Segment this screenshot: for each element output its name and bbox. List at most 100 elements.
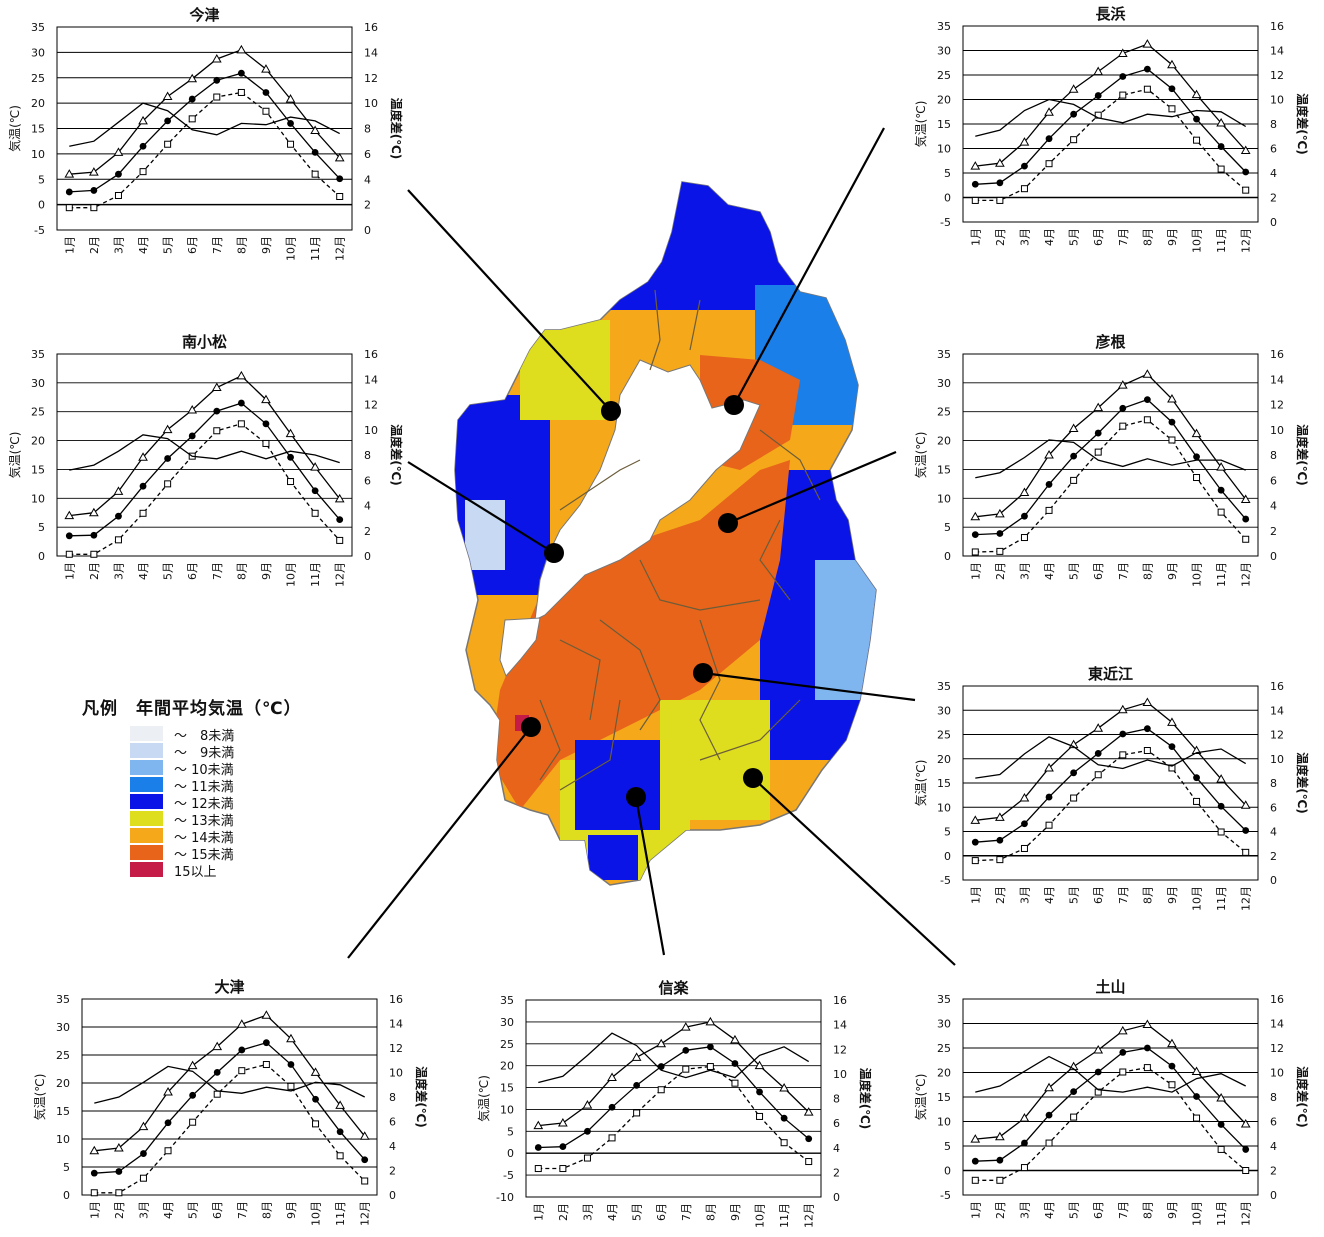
point-min [361, 1177, 369, 1185]
point-max [1044, 107, 1054, 116]
x-tick-label: 6月 [186, 236, 199, 254]
point-min [1168, 436, 1176, 444]
y-tick-label: 35 [937, 993, 951, 1006]
leader-line [727, 450, 897, 525]
x-tick-label: 12月 [334, 236, 347, 261]
y-tick-label: 5 [944, 167, 951, 180]
y-tick-label: 25 [500, 1038, 514, 1051]
point-min [139, 1174, 147, 1182]
series-line-temperature-range [538, 1032, 810, 1084]
plot-frame [962, 998, 1259, 1196]
x-tick-label: 8月 [260, 1201, 273, 1219]
point-mean [139, 142, 147, 150]
point-max [779, 1082, 789, 1092]
point-max [558, 1118, 568, 1127]
y-tick-label: 20 [937, 753, 951, 766]
point-mean [90, 1169, 98, 1177]
y-tick-label: 20 [56, 1077, 70, 1090]
y-tick-label: 20 [937, 1067, 951, 1080]
point-mean [140, 1150, 147, 1157]
point-mean [1094, 92, 1102, 99]
point-min [756, 1112, 764, 1120]
series-line-temperature-range [94, 1065, 365, 1104]
point-max [236, 44, 247, 54]
point-min [1193, 797, 1201, 805]
point-mean [336, 1128, 344, 1136]
y-tick-label: 25 [56, 1049, 70, 1062]
y2-tick-label: 14 [1270, 704, 1284, 717]
chart-title: 南小松 [182, 333, 227, 351]
point-min [114, 191, 122, 199]
point-min [1020, 1164, 1028, 1172]
zone-south-warm [490, 460, 790, 810]
y2-tick-label: 16 [1270, 20, 1284, 33]
y-axis-label: 気温(℃) [32, 1074, 47, 1121]
series-line-square [94, 1063, 366, 1194]
point-mean [164, 117, 172, 125]
point-mean [1094, 750, 1102, 757]
series-line-square [975, 419, 1247, 553]
chart-title: 今津 [188, 6, 219, 24]
point-min [139, 509, 147, 517]
x-tick-label: 2月 [994, 562, 1007, 580]
x-tick-label: 9月 [260, 562, 273, 580]
point-min [312, 1120, 320, 1128]
y-tick-label: -5 [940, 1189, 951, 1202]
series-line-circle [538, 1046, 810, 1149]
x-tick-label: 4月 [606, 1203, 619, 1221]
x-tick-label: 8月 [1141, 886, 1154, 904]
series-line-circle [69, 402, 341, 537]
y2-tick-label: 8 [364, 123, 371, 136]
y-tick-label: 10 [937, 492, 951, 505]
y2-tick-label: 14 [1270, 373, 1284, 386]
y2-tick-label: 6 [833, 1117, 840, 1130]
point-max [1191, 89, 1202, 99]
point-max [113, 147, 124, 156]
point-max [163, 1086, 173, 1096]
point-mean [1242, 827, 1250, 834]
point-mean [1094, 429, 1102, 437]
y-tick-label: 30 [500, 1016, 514, 1029]
y-tick-label: 5 [944, 521, 951, 534]
point-min [1168, 1081, 1176, 1089]
y2-tick-label: 14 [389, 1018, 403, 1031]
x-tick-label: 8月 [235, 236, 248, 254]
legend-item: ～ 13未満 [82, 810, 382, 829]
y-tick-label: 5 [944, 826, 951, 839]
legend-item: ～ 12未満 [82, 793, 382, 812]
y-tick-label: 35 [937, 680, 951, 693]
legend-item: 15以上 [82, 861, 382, 880]
point-mean [1119, 730, 1127, 738]
point-mean [1143, 396, 1151, 403]
y2-tick-label: 14 [1270, 1018, 1284, 1031]
point-min [1070, 476, 1078, 484]
y2-tick-label: 8 [833, 1093, 840, 1106]
y2-tick-label: 0 [833, 1191, 840, 1204]
point-min [1094, 448, 1102, 456]
point-min [115, 1189, 123, 1197]
series-line-square [69, 91, 341, 209]
point-mean [971, 838, 979, 846]
x-tick-label: 3月 [112, 236, 125, 254]
y2-tick-label: 2 [389, 1165, 396, 1178]
x-tick-label: 11月 [334, 1201, 347, 1226]
point-mean [1168, 743, 1176, 751]
y-tick-label: 25 [31, 406, 45, 419]
point-max [1240, 145, 1251, 154]
municipal-boundary [559, 639, 601, 721]
x-tick-label: 9月 [1166, 886, 1179, 904]
point-mean [1143, 725, 1151, 733]
point-max [1044, 762, 1054, 772]
y-tick-label: 35 [56, 993, 70, 1006]
y-tick-label: 25 [937, 406, 951, 419]
y-tick-label: 15 [31, 123, 45, 136]
point-mean [1217, 486, 1225, 494]
point-max [1191, 1066, 1202, 1076]
point-max [236, 370, 247, 380]
x-tick-label: 2月 [113, 1201, 126, 1219]
y-tick-label: 30 [937, 377, 951, 390]
y-tick-label: 10 [937, 801, 951, 814]
y2-axis-label: 温度差(℃) [414, 1066, 429, 1128]
series-line-circle [94, 1041, 366, 1174]
